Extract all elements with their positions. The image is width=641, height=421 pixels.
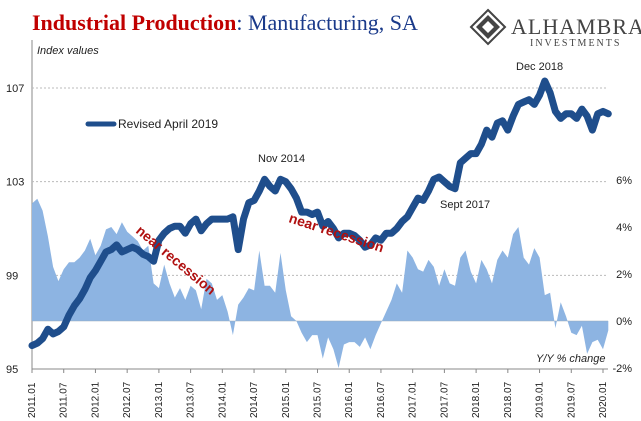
- annotation-dec-2018: Dec 2018: [516, 61, 563, 73]
- x-tick-2011.01: 2011.01: [27, 382, 38, 418]
- yoy-change-area: [32, 198, 609, 368]
- x-tick-2019.01: 2019.01: [535, 381, 546, 418]
- chart-title: Industrial Production: Manufacturing, SA: [32, 10, 418, 35]
- left-axis-label: Index values: [37, 45, 99, 57]
- x-tick-2013.01: 2013.01: [154, 381, 165, 418]
- right-tick-2pct: 2%: [616, 269, 632, 281]
- x-axis-ticks: 2011.01 2011.07 2012.01 2012.07 2013.01 2013.…: [27, 369, 609, 418]
- left-tick-95: 95: [6, 364, 18, 376]
- x-tick-2014.07: 2014.07: [249, 381, 260, 418]
- x-tick-2016.07: 2016.07: [376, 381, 387, 418]
- annotation-nov-2014: Nov 2014: [258, 153, 305, 165]
- x-tick-2014.01: 2014.01: [217, 381, 228, 418]
- yoy-area-layer: [32, 198, 609, 368]
- right-tick-0pct: 0%: [616, 316, 632, 328]
- right-tick-6pct: 6%: [616, 175, 632, 187]
- x-tick-2018.01: 2018.01: [471, 381, 482, 418]
- right-axis-ticks: -2% 0% 2% 4% 6%: [612, 175, 632, 375]
- x-tick-2013.07: 2013.07: [186, 381, 197, 418]
- annotation-near-recession-2015: near recession: [287, 210, 386, 256]
- x-tick-2017.07: 2017.07: [439, 381, 450, 418]
- title-part2: : Manufacturing, SA: [236, 10, 418, 35]
- x-tick-2015.07: 2015.07: [313, 381, 324, 418]
- logo-sub: INVESTMENTS: [530, 38, 621, 49]
- left-axis-ticks: 95 99 103 107: [6, 83, 24, 376]
- annotation-sept-2017: Sept 2017: [440, 199, 490, 211]
- left-tick-99: 99: [6, 270, 18, 282]
- x-tick-2012.01: 2012.01: [90, 381, 101, 418]
- x-tick-2016.01: 2016.01: [344, 381, 355, 418]
- x-tick-2011.07: 2011.07: [59, 382, 70, 418]
- left-tick-107: 107: [6, 83, 24, 95]
- right-tick--2pct: -2%: [612, 363, 632, 375]
- x-tick-2018.07: 2018.07: [503, 381, 514, 418]
- right-axis-label: Y/Y % change: [536, 353, 606, 365]
- logo-name: ALHAMBRA: [511, 14, 641, 39]
- right-tick-4pct: 4%: [616, 222, 632, 234]
- title-part1: Industrial Production: [32, 10, 236, 35]
- alhambra-logo: ALHAMBRA INVESTMENTS: [469, 8, 641, 49]
- legend: Revised April 2019: [85, 117, 218, 131]
- x-tick-2017.01: 2017.01: [408, 381, 419, 418]
- legend-label: Revised April 2019: [118, 117, 218, 131]
- index-line-layer: [28, 77, 612, 350]
- index-line: [28, 77, 612, 350]
- x-tick-2019.07: 2019.07: [566, 381, 577, 418]
- x-tick-2012.07: 2012.07: [122, 381, 133, 418]
- left-tick-103: 103: [6, 177, 24, 189]
- x-tick-2015.01: 2015.01: [281, 381, 292, 418]
- x-tick-2020.01: 2020.01: [598, 381, 609, 418]
- logo-diamond-icon: [469, 8, 507, 46]
